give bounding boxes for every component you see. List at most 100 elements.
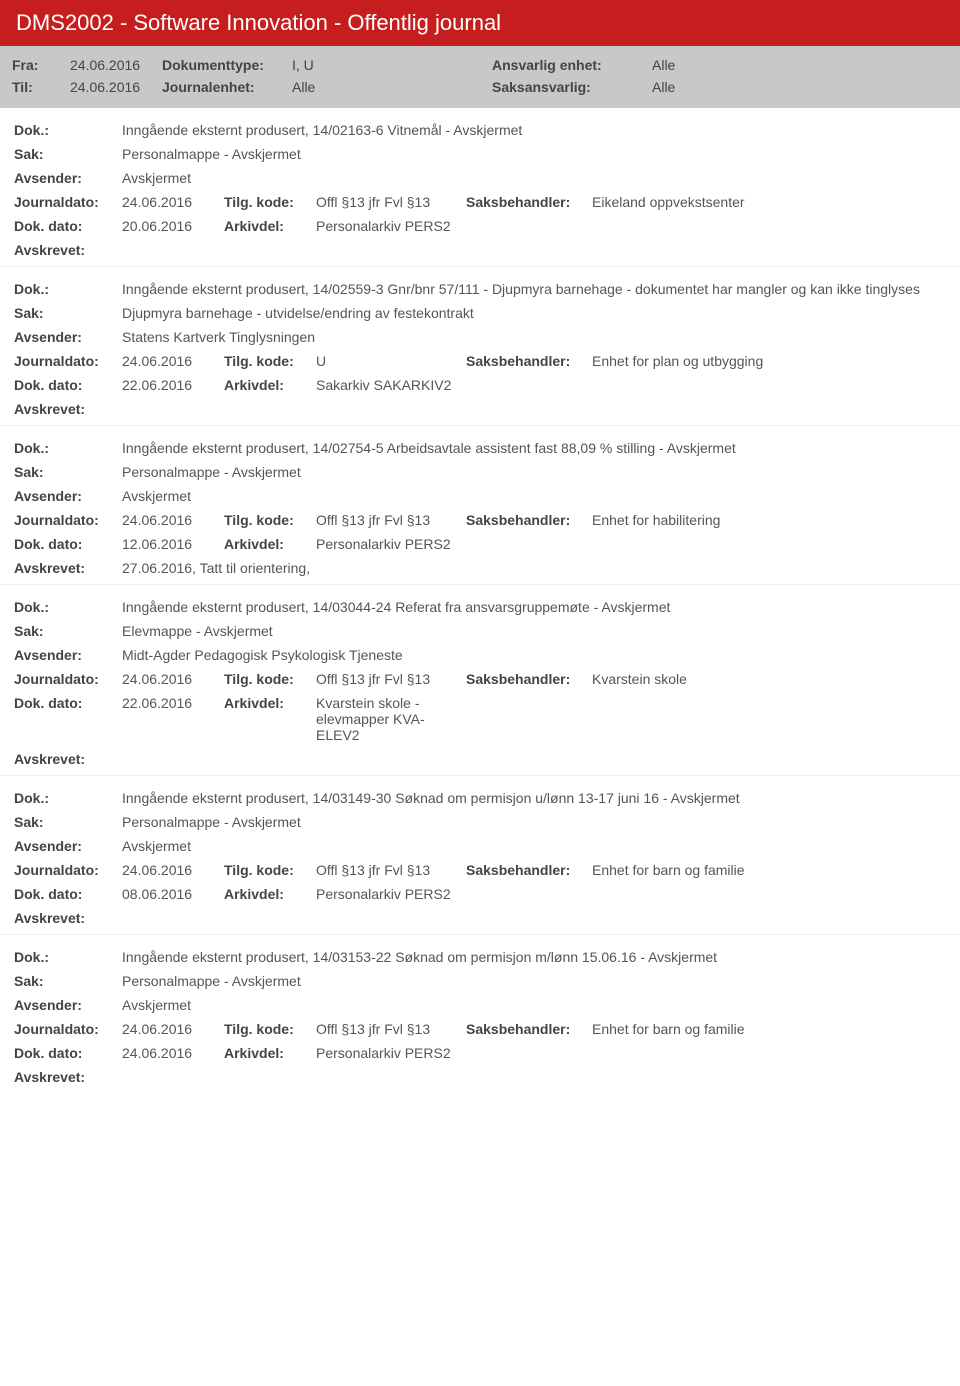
avsender-label: Avsender: bbox=[14, 170, 122, 186]
journaldato-label: Journaldato: bbox=[14, 1021, 122, 1037]
tilgkode-label: Tilg. kode: bbox=[224, 353, 316, 369]
saksbehandler-label: Saksbehandler: bbox=[466, 1021, 592, 1037]
dokdato-label: Dok. dato: bbox=[14, 536, 122, 552]
arkivdel-value: Personalarkiv PERS2 bbox=[316, 1045, 466, 1061]
dok-label: Dok.: bbox=[14, 281, 122, 297]
dok-value: Inngående eksternt produsert, 14/03044-2… bbox=[122, 599, 946, 615]
dok-label: Dok.: bbox=[14, 949, 122, 965]
avsender-value: Midt-Agder Pedagogisk Psykologisk Tjenes… bbox=[122, 647, 946, 663]
page-title: DMS2002 - Software Innovation - Offentli… bbox=[16, 10, 501, 35]
entries-container: Dok.:Inngående eksternt produsert, 14/02… bbox=[0, 108, 960, 1093]
tilgkode-value: Offl §13 jfr Fvl §13 bbox=[316, 1021, 466, 1037]
avsender-value: Statens Kartverk Tinglysningen bbox=[122, 329, 946, 345]
tilgkode-label: Tilg. kode: bbox=[224, 512, 316, 528]
dokdato-label: Dok. dato: bbox=[14, 377, 122, 393]
tilgkode-label: Tilg. kode: bbox=[224, 862, 316, 878]
arkivdel-value: Personalarkiv PERS2 bbox=[316, 218, 466, 234]
journaldato-value: 24.06.2016 bbox=[122, 512, 224, 528]
saksbehandler-label: Saksbehandler: bbox=[466, 194, 592, 210]
fra-value: 24.06.2016 bbox=[70, 57, 162, 73]
saksbehandler-value: Eikeland oppvekstsenter bbox=[592, 194, 946, 210]
saksbehandler-label: Saksbehandler: bbox=[466, 353, 592, 369]
avsender-value: Avskjermet bbox=[122, 488, 946, 504]
avsender-label: Avsender: bbox=[14, 488, 122, 504]
journal-entry: Dok.:Inngående eksternt produsert, 14/02… bbox=[0, 108, 960, 266]
til-value: 24.06.2016 bbox=[70, 79, 162, 95]
arkivdel-label: Arkivdel: bbox=[224, 218, 316, 234]
dok-value: Inngående eksternt produsert, 14/03149-3… bbox=[122, 790, 946, 806]
arkivdel-label: Arkivdel: bbox=[224, 536, 316, 552]
sak-value: Personalmappe - Avskjermet bbox=[122, 146, 946, 162]
dok-label: Dok.: bbox=[14, 599, 122, 615]
dok-label: Dok.: bbox=[14, 122, 122, 138]
saksbehandler-value: Kvarstein skole bbox=[592, 671, 946, 687]
saksbehandler-value: Enhet for barn og familie bbox=[592, 1021, 946, 1037]
journalenhet-label: Journalenhet: bbox=[162, 79, 292, 95]
saksbehandler-value: Enhet for plan og utbygging bbox=[592, 353, 946, 369]
avskrevet-value: 27.06.2016, Tatt til orientering, bbox=[122, 560, 946, 576]
sak-label: Sak: bbox=[14, 146, 122, 162]
tilgkode-value: U bbox=[316, 353, 466, 369]
tilgkode-value: Offl §13 jfr Fvl §13 bbox=[316, 862, 466, 878]
journaldato-value: 24.06.2016 bbox=[122, 1021, 224, 1037]
dok-value: Inngående eksternt produsert, 14/03153-2… bbox=[122, 949, 946, 965]
journal-entry: Dok.:Inngående eksternt produsert, 14/03… bbox=[0, 934, 960, 1093]
doktype-label: Dokumenttype: bbox=[162, 57, 292, 73]
dok-label: Dok.: bbox=[14, 440, 122, 456]
dokdato-label: Dok. dato: bbox=[14, 886, 122, 902]
arkivdel-label: Arkivdel: bbox=[224, 1045, 316, 1061]
avsender-value: Avskjermet bbox=[122, 997, 946, 1013]
journaldato-value: 24.06.2016 bbox=[122, 353, 224, 369]
sak-label: Sak: bbox=[14, 305, 122, 321]
saksbehandler-label: Saksbehandler: bbox=[466, 671, 592, 687]
journaldato-label: Journaldato: bbox=[14, 512, 122, 528]
tilgkode-label: Tilg. kode: bbox=[224, 671, 316, 687]
ansvarlig-label: Ansvarlig enhet: bbox=[492, 57, 652, 73]
tilgkode-label: Tilg. kode: bbox=[224, 1021, 316, 1037]
dokdato-label: Dok. dato: bbox=[14, 218, 122, 234]
sak-label: Sak: bbox=[14, 623, 122, 639]
journaldato-value: 24.06.2016 bbox=[122, 671, 224, 687]
sak-value: Personalmappe - Avskjermet bbox=[122, 973, 946, 989]
journal-entry: Dok.:Inngående eksternt produsert, 14/03… bbox=[0, 775, 960, 934]
avsender-value: Avskjermet bbox=[122, 838, 946, 854]
avsender-label: Avsender: bbox=[14, 329, 122, 345]
dokdato-value: 24.06.2016 bbox=[122, 1045, 224, 1061]
filter-bar: Fra: 24.06.2016 Dokumenttype: I, U Ansva… bbox=[0, 46, 960, 108]
journaldato-label: Journaldato: bbox=[14, 862, 122, 878]
saksbehandler-value: Enhet for barn og familie bbox=[592, 862, 946, 878]
page-header: DMS2002 - Software Innovation - Offentli… bbox=[0, 0, 960, 46]
saksansvarlig-value: Alle bbox=[652, 79, 675, 95]
arkivdel-value: Sakarkiv SAKARKIV2 bbox=[316, 377, 466, 393]
tilgkode-value: Offl §13 jfr Fvl §13 bbox=[316, 512, 466, 528]
arkivdel-label: Arkivdel: bbox=[224, 695, 316, 711]
dokdato-label: Dok. dato: bbox=[14, 1045, 122, 1061]
ansvarlig-value: Alle bbox=[652, 57, 675, 73]
avsender-label: Avsender: bbox=[14, 647, 122, 663]
dok-label: Dok.: bbox=[14, 790, 122, 806]
journalenhet-value: Alle bbox=[292, 79, 492, 95]
sak-value: Elevmappe - Avskjermet bbox=[122, 623, 946, 639]
saksbehandler-label: Saksbehandler: bbox=[466, 512, 592, 528]
journal-entry: Dok.:Inngående eksternt produsert, 14/03… bbox=[0, 584, 960, 775]
avsender-label: Avsender: bbox=[14, 997, 122, 1013]
tilgkode-value: Offl §13 jfr Fvl §13 bbox=[316, 671, 466, 687]
arkivdel-label: Arkivdel: bbox=[224, 886, 316, 902]
journaldato-value: 24.06.2016 bbox=[122, 862, 224, 878]
avskrevet-label: Avskrevet: bbox=[14, 1069, 122, 1085]
avskrevet-label: Avskrevet: bbox=[14, 242, 122, 258]
dok-value: Inngående eksternt produsert, 14/02163-6… bbox=[122, 122, 946, 138]
avskrevet-label: Avskrevet: bbox=[14, 560, 122, 576]
sak-value: Personalmappe - Avskjermet bbox=[122, 814, 946, 830]
dok-value: Inngående eksternt produsert, 14/02754-5… bbox=[122, 440, 946, 456]
doktype-value: I, U bbox=[292, 57, 492, 73]
journal-entry: Dok.:Inngående eksternt produsert, 14/02… bbox=[0, 425, 960, 584]
dokdato-value: 08.06.2016 bbox=[122, 886, 224, 902]
dokdato-label: Dok. dato: bbox=[14, 695, 122, 711]
til-label: Til: bbox=[12, 79, 70, 95]
sak-label: Sak: bbox=[14, 814, 122, 830]
saksansvarlig-label: Saksansvarlig: bbox=[492, 79, 652, 95]
dokdato-value: 12.06.2016 bbox=[122, 536, 224, 552]
avskrevet-label: Avskrevet: bbox=[14, 910, 122, 926]
sak-value: Personalmappe - Avskjermet bbox=[122, 464, 946, 480]
